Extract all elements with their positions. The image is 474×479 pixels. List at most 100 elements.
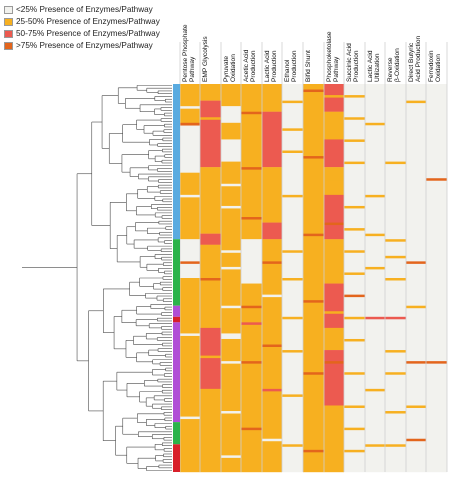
heatmap-cell (221, 250, 241, 253)
heatmap-cell (282, 250, 303, 253)
heatmap-cell (200, 100, 221, 168)
heatmap-cell (344, 95, 365, 98)
heatmap-cell (221, 139, 241, 162)
heatmap-column (180, 84, 200, 473)
heatmap-cell (241, 322, 262, 325)
heatmap-cell (385, 444, 406, 447)
column-label: Acetic Acid Production (243, 50, 258, 82)
heatmap-cell (262, 294, 282, 298)
heatmap-cell (344, 405, 365, 408)
heatmap-column (324, 84, 344, 473)
heatmap-cell (344, 139, 365, 142)
legend-item: >75% Presence of Enzymes/Pathway (4, 40, 160, 51)
heatmap-cell (344, 161, 365, 165)
heatmap-cell (385, 350, 406, 353)
heatmap-cell (241, 84, 262, 240)
heatmap-cell (324, 405, 344, 473)
heatmap-cell (303, 156, 324, 159)
heatmap-cell (365, 388, 385, 392)
cluster-bar (173, 422, 180, 445)
heatmap-cell (241, 427, 262, 431)
heatmap-cell (282, 194, 303, 198)
heatmap-cell (282, 278, 303, 281)
heatmap-cell (180, 172, 200, 240)
column-label-line: Ethanol (284, 59, 291, 82)
column-label-line: Ferredoxin (428, 50, 435, 82)
heatmap-cell (344, 84, 365, 473)
heatmap-cell (180, 333, 200, 336)
heatmap-cell (221, 183, 241, 187)
column-label: Ferredoxin Oxidation (428, 50, 443, 82)
heatmap-cell (200, 117, 221, 120)
heatmap-cell (282, 444, 303, 447)
cluster-bar (173, 239, 180, 306)
heatmap-cell (344, 250, 365, 253)
heatmap-cell (262, 111, 282, 168)
column-label-line: Direct Butyric (408, 42, 415, 82)
heatmap-cell (200, 84, 221, 101)
column-label-line: Phosphoketolase (326, 31, 333, 82)
heatmap-cell (303, 449, 324, 453)
column-label-line: Production (291, 50, 299, 82)
heatmap-cell (365, 266, 385, 270)
heatmap-cell (221, 305, 241, 309)
column-label-line: Lactic Acid (367, 50, 374, 82)
heatmap-cell (365, 316, 385, 320)
column-label-line: Reverse (387, 57, 394, 82)
heatmap-cell (241, 361, 262, 364)
legend-swatch (4, 41, 13, 50)
heatmap-cell (406, 305, 426, 309)
heatmap-cell (385, 372, 406, 375)
heatmap-cell (365, 233, 385, 237)
heatmap-cell (221, 205, 241, 209)
column-label-line: Lactic Acid (264, 50, 271, 82)
heatmap-cell (221, 106, 241, 123)
column-label-line: Bifid Shunt (305, 50, 312, 82)
column-label: Lactic Acid Production (264, 50, 279, 82)
column-label-line: Acetic Acid (243, 49, 250, 82)
heatmap-cell (324, 222, 344, 226)
heatmap-cell (324, 95, 344, 98)
heatmap-cell (221, 455, 241, 458)
heatmap-cell (324, 167, 344, 196)
heatmap-cell (324, 84, 344, 112)
heatmap-cell (282, 350, 303, 353)
column-label-line: EMP Glycolysis (202, 36, 209, 82)
heatmap-cell (344, 449, 365, 453)
heatmap-cell (365, 122, 385, 126)
heatmap-cell (365, 84, 385, 473)
heatmap-cell (200, 244, 221, 329)
heatmap-cell (282, 128, 303, 131)
heatmap-cell (324, 111, 344, 140)
heatmap-cell (303, 372, 324, 375)
heatmap-cell (262, 388, 282, 392)
heatmap-cell (324, 416, 344, 420)
heatmap-cell (180, 194, 200, 198)
column-label: Pyruvate Oxidation (223, 54, 238, 82)
column-label-line: Production (250, 50, 258, 82)
heatmap-cell (282, 316, 303, 320)
heatmap-cell (241, 167, 262, 170)
heatmap-cell (324, 350, 344, 406)
heatmap-cell (426, 84, 447, 473)
heatmap-cell (180, 122, 200, 126)
heatmap-cell (200, 233, 221, 245)
heatmap-cell (365, 194, 385, 198)
legend-item: 50-75% Presence of Enzymes/Pathway (4, 28, 160, 39)
heatmap-cell (324, 194, 344, 240)
heatmap-cell (406, 100, 426, 104)
cluster-bar (173, 84, 180, 240)
column-label: Reverse β-Oxidation (387, 48, 402, 82)
heatmap-cell (303, 233, 324, 237)
legend-item: 25-50% Presence of Enzymes/Pathway (4, 16, 160, 27)
heatmap-cell (324, 283, 344, 329)
heatmap-cell (324, 311, 344, 314)
heatmap-cell (262, 167, 282, 223)
heatmap-cell (262, 222, 282, 240)
column-label: Succinic Acid Production (346, 43, 361, 82)
heatmap-cell (303, 84, 324, 473)
heatmap-cell (262, 438, 282, 442)
cluster-bar (173, 322, 180, 423)
heatmap-cell (385, 316, 406, 320)
